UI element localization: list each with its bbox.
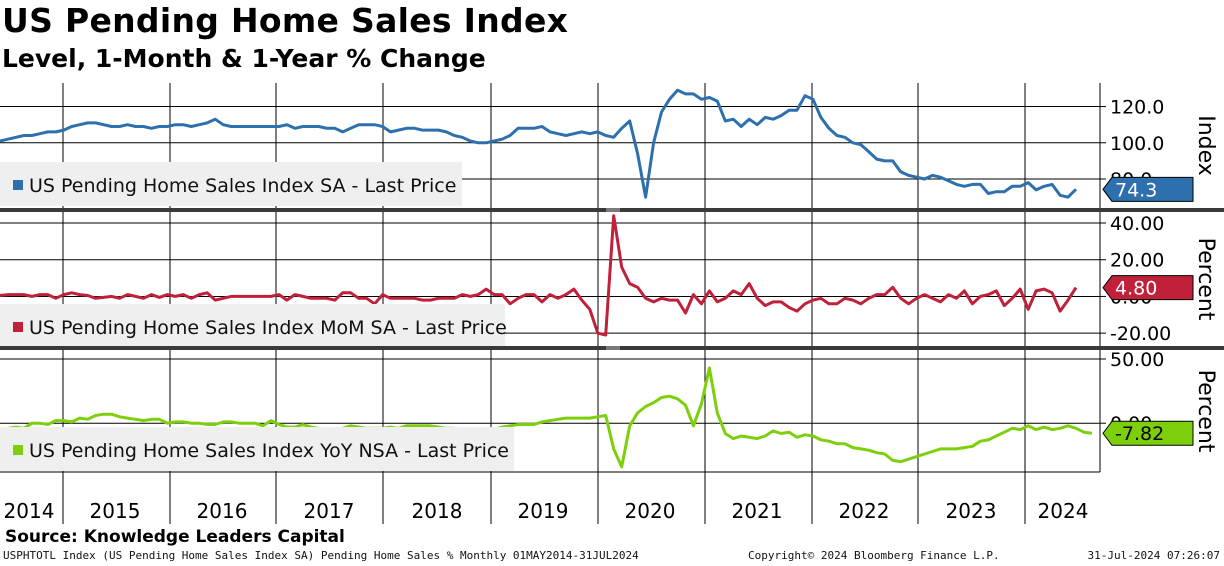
panel-separator[interactable] [0,346,1224,350]
mom-legend-box [0,304,505,348]
x-tick-label: 2015 [90,499,141,523]
mom-series-line [0,214,1078,337]
yoy-ylabel: Percent [1193,370,1218,453]
x-tick-label: 2023 [946,499,997,523]
yoy-legend-swatch [13,445,23,455]
x-tick-label: 2020 [625,499,676,523]
yoy-last-value: -7.82 [1115,423,1164,445]
yoy-series-line [0,366,1093,469]
source-note: Source: Knowledge Leaders Capital [5,527,345,547]
mom-ytick-label: 40.00 [1110,213,1164,235]
chart-title: US Pending Home Sales Index [2,1,569,40]
x-tick-label: 2022 [839,499,890,523]
x-tick-label: 2016 [197,499,248,523]
mom-ytick-label: -20.00 [1110,323,1171,345]
x-tick-label: 2019 [518,499,569,523]
level-legend-swatch [13,180,23,190]
level-last-value: 74.3 [1115,179,1157,201]
level-ytick-label: 120.0 [1110,97,1164,119]
yoy-legend-box [0,427,514,471]
mom-ylabel: Percent [1193,238,1218,321]
level-ylabel: Index [1193,115,1218,176]
mom-last-value-tag [1102,275,1194,301]
chart-subtitle: Level, 1-Month & 1-Year % Change [2,44,486,73]
footer-copyright: Copyright© 2024 Bloomberg Finance L.P. [748,549,1000,562]
level-ytick-label: 100.0 [1110,133,1164,155]
x-tick-label: 2017 [304,499,355,523]
mom-ytick-label: 20.00 [1110,250,1164,272]
x-tick-label: 2024 [1038,499,1089,523]
yoy-ytick-label: 50.00 [1110,349,1164,371]
yoy-legend-label: US Pending Home Sales Index YoY NSA - La… [29,440,509,462]
x-tick-label: 2018 [412,499,463,523]
level-legend-box [0,162,462,206]
level-series-line [0,88,1078,199]
yoy-last-value-tag [1102,420,1194,446]
mom-legend-label: US Pending Home Sales Index MoM SA - Las… [29,317,507,339]
x-tick-label: 2021 [732,499,783,523]
footer-timestamp: 31-Jul-2024 07:26:07 [1087,549,1220,562]
panel-separator[interactable] [0,208,1224,212]
mom-legend-swatch [13,322,23,332]
footer-ticker-info: USPHTOTL Index (US Pending Home Sales In… [3,549,639,562]
level-last-value-tag [1102,176,1194,202]
level-legend-label: US Pending Home Sales Index SA - Last Pr… [29,175,456,197]
x-tick-label: 2014 [4,499,55,523]
mom-last-value: 4.80 [1115,278,1157,300]
